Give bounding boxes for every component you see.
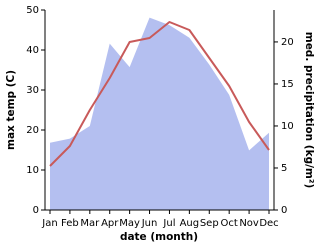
y-axis-label: max temp (C) (5, 70, 17, 150)
x-tick-label: May (119, 218, 140, 229)
y2-tick-label: 20 (281, 37, 294, 48)
x-tick-label: Dec (259, 218, 278, 229)
x-tick-label: Feb (61, 218, 79, 229)
y-tick-label: 20 (26, 125, 39, 136)
y2-axis-label: med. precipitation (kg/m²) (303, 32, 315, 189)
x-tick-label: Sep (200, 218, 219, 229)
x-tick-label: Oct (221, 218, 238, 229)
x-tick-label: Jul (162, 218, 175, 229)
y2-tick-label: 5 (281, 163, 287, 174)
x-tick-label: Apr (101, 218, 119, 229)
y2-tick-label: 0 (281, 205, 287, 216)
precipitation-area (50, 17, 269, 211)
x-axis-label: date (month) (120, 231, 198, 243)
y-tick-label: 0 (33, 205, 39, 216)
y2-tick-label: 15 (281, 79, 294, 90)
x-tick-label: Jan (41, 218, 57, 229)
y-tick-label: 50 (26, 5, 39, 16)
y-tick-label: 10 (26, 165, 39, 176)
temperature-line (49, 21, 270, 167)
x-tick-label: Jun (141, 218, 158, 229)
y-tick-label: 40 (26, 45, 39, 56)
x-tick-label: Mar (80, 218, 100, 229)
x-tick-label: Nov (239, 218, 259, 229)
y-tick-label: 30 (26, 85, 39, 96)
y2-tick-label: 10 (281, 121, 294, 132)
x-tick-label: Aug (180, 218, 200, 229)
